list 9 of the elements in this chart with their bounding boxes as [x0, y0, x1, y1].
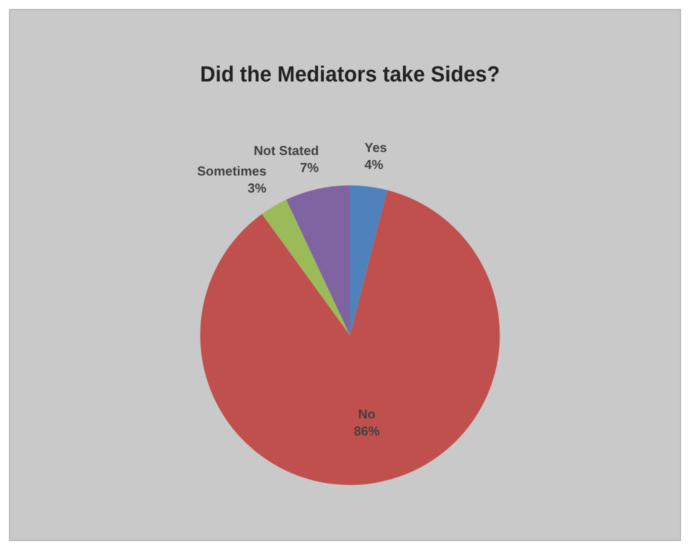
data-label: 86%	[354, 424, 380, 439]
slice-label: Sometimes	[197, 164, 266, 179]
data-label: 7%	[300, 160, 320, 175]
chart-title: Did the Mediators take Sides?	[200, 62, 500, 86]
data-label: 4%	[364, 156, 384, 172]
slice-label: Not Stated	[254, 142, 319, 158]
slice-label: No	[358, 406, 376, 422]
slice-label: Yes	[364, 140, 387, 155]
data-label: 3%	[248, 180, 267, 196]
